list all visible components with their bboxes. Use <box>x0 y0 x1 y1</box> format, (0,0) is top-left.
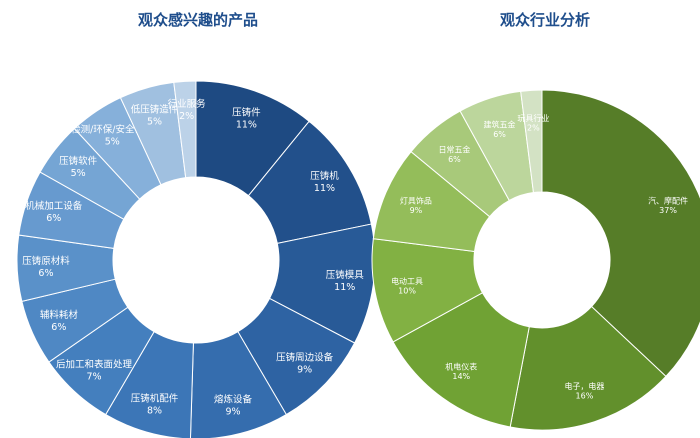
slice-label: 压铸机 <box>310 170 339 182</box>
slice-label: 汽、摩配件 <box>648 196 688 206</box>
slice-label: 机械加工设备 <box>25 200 83 212</box>
slice-label: 机电仪表 <box>445 361 477 371</box>
slice-label: 压铸件 <box>232 107 261 119</box>
slice-value-label: 6% <box>46 213 61 224</box>
chart-title-products: 观众感兴趣的产品 <box>138 11 258 29</box>
slice-label: 辅料耗材 <box>40 309 79 321</box>
donut-slice <box>173 80 197 179</box>
slice-value-label: 10% <box>398 286 416 295</box>
slice-value-label: 6% <box>448 155 461 164</box>
slice-value-label: 6% <box>38 268 53 279</box>
slice-label: 电子，电器 <box>564 381 604 391</box>
donut-slice <box>541 89 700 378</box>
slice-label: 压铸模具 <box>326 269 365 281</box>
slice-value-label: 7% <box>86 371 101 382</box>
slice-value-label: 8% <box>147 405 162 416</box>
slice-label: 日常五金 <box>438 144 470 154</box>
slice-label: 压铸原材料 <box>22 255 70 267</box>
slice-value-label: 11% <box>314 183 335 194</box>
slice-value-label: 9% <box>410 206 423 215</box>
slice-value-label: 9% <box>297 365 312 376</box>
slice-value-label: 11% <box>334 282 355 293</box>
slice-label: 后加工和表面处理 <box>56 358 133 370</box>
donut-chart-products: 压铸件11%压铸机11%压铸模具11%压铸周边设备9%熔炼设备9%压铸机配件8%… <box>16 80 376 438</box>
chart-title-industries: 观众行业分析 <box>500 11 590 29</box>
slice-label: 建筑五金 <box>484 120 516 130</box>
slice-label: 压铸周边设备 <box>276 352 334 364</box>
slice-value-label: 5% <box>147 117 162 128</box>
slice-value-label: 11% <box>236 120 257 131</box>
slice-label: 灯具饰品 <box>400 196 432 206</box>
slice-value-label: 6% <box>51 322 66 333</box>
slice-value-label: 6% <box>493 130 506 139</box>
slice-label: 熔炼设备 <box>214 394 253 406</box>
slice-label: 压铸软件 <box>59 155 98 167</box>
slice-label: 行业服务 <box>168 98 207 110</box>
slice-value-label: 2% <box>527 124 540 133</box>
slice-label: 压铸机配件 <box>131 392 179 404</box>
slice-value-label: 2% <box>179 111 194 122</box>
donut-slice <box>392 292 530 428</box>
slice-label: 玩具行业 <box>517 113 549 123</box>
slice-value-label: 14% <box>452 372 470 381</box>
donut-slice <box>520 89 543 194</box>
slice-value-label: 37% <box>659 206 677 215</box>
slice-label: 低压铸造件 <box>131 104 179 116</box>
slice-label: 电动工具 <box>391 276 423 286</box>
slice-value-label: 16% <box>576 391 594 400</box>
donut-slice <box>509 305 667 431</box>
donut-slice <box>189 330 287 438</box>
slice-value-label: 5% <box>105 136 120 147</box>
slice-value-label: 5% <box>71 168 86 179</box>
slice-value-label: 9% <box>225 407 240 418</box>
